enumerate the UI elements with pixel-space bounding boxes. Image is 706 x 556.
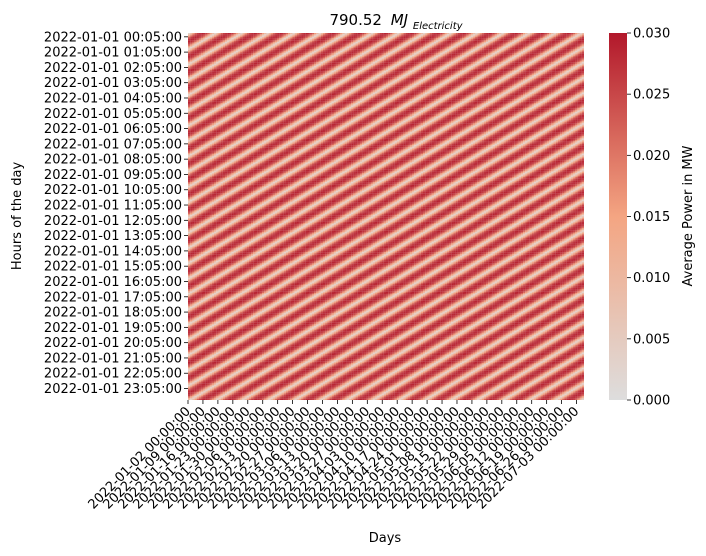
y-tick-label: 2022-01-01 12:05:00	[44, 214, 182, 229]
heatmap-cells	[188, 33, 584, 400]
colorbar-tick-label: 0.020	[633, 149, 670, 164]
colorbar-tick-label: 0.025	[633, 88, 670, 103]
y-tick-label: 2022-01-01 04:05:00	[44, 91, 182, 106]
colorbar-tick-label: 0.000	[633, 394, 670, 409]
y-tick-label: 2022-01-01 06:05:00	[44, 122, 182, 137]
y-tick-label: 2022-01-01 13:05:00	[44, 229, 182, 244]
x-axis-label: Days	[369, 531, 402, 546]
y-tick-label: 2022-01-01 09:05:00	[44, 168, 182, 183]
y-tick-label: 2022-01-01 08:05:00	[44, 153, 182, 168]
y-tick-label: 2022-01-01 21:05:00	[44, 351, 182, 366]
y-tick-label: 2022-01-01 05:05:00	[44, 107, 182, 122]
colorbar-tick-label: 0.010	[633, 271, 670, 286]
colorbar-tick-label: 0.030	[633, 27, 670, 42]
y-tick-label: 2022-01-01 00:05:00	[44, 30, 182, 45]
colorbar-label: Average Power in MW	[681, 145, 696, 286]
y-tick-label: 2022-01-01 01:05:00	[44, 46, 182, 61]
colorbar-ticks: 0.000 0.005 0.010 0.020 0.025 0.030 0.015	[627, 27, 670, 409]
y-tick-label: 2022-01-01 14:05:00	[44, 244, 182, 259]
y-tick-label: 2022-01-01 07:05:00	[44, 137, 182, 152]
y-tick-label: 2022-01-01 20:05:00	[44, 336, 182, 351]
colorbar	[609, 33, 627, 400]
y-tick-label: 2022-01-01 18:05:00	[44, 306, 182, 321]
y-tick-label: 2022-01-01 10:05:00	[44, 183, 182, 198]
y-tick-label: 2022-01-01 11:05:00	[44, 199, 182, 214]
y-tick-label: 2022-01-01 22:05:00	[44, 367, 182, 382]
title-unit-subscript: Electricity	[413, 21, 464, 32]
y-tick-label: 2022-01-01 03:05:00	[44, 76, 182, 91]
title-unit: MJ	[391, 11, 408, 29]
chart-title: 790.52 MJ Electricity	[329, 11, 463, 32]
colorbar-tick-label: 0.005	[633, 332, 670, 347]
y-axis-label: Hours of the day	[10, 162, 25, 271]
y-tick-label: 2022-01-01 19:05:00	[44, 321, 182, 336]
title-value: 790.52	[329, 11, 382, 29]
y-tick-label: 2022-01-01 15:05:00	[44, 260, 182, 275]
y-tick-label: 2022-01-01 23:05:00	[44, 382, 182, 397]
colorbar-tick-label: 0.015	[633, 210, 670, 225]
y-tick-label: 2022-01-01 02:05:00	[44, 61, 182, 76]
y-tick-label: 2022-01-01 16:05:00	[44, 275, 182, 290]
y-tick-label: 2022-01-01 17:05:00	[44, 290, 182, 305]
